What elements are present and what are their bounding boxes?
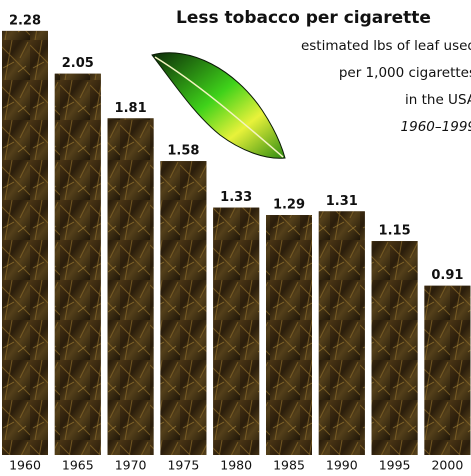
value-label: 0.91 [431,268,463,283]
value-label: 1.81 [115,101,147,116]
value-label: 2.05 [62,56,94,71]
x-tick-label: 1985 [273,458,305,473]
bar [213,207,260,455]
value-label: 2.28 [9,13,41,28]
bar [54,73,101,455]
subtitle: estimated lbs of leaf used [301,38,471,54]
bar [107,118,154,455]
value-label: 1.33 [220,190,252,205]
bar [160,161,207,455]
x-tick-label: 1975 [167,458,199,473]
bar [318,211,365,455]
subtitle: in the USA [405,92,471,108]
subtitle: per 1,000 cigarettes [339,65,471,81]
x-tick-label: 2000 [431,458,463,473]
bar [424,285,471,455]
subtitle: 1960–1999 [401,119,471,135]
bar [266,215,312,455]
value-label: 1.15 [379,224,411,239]
leaf-icon [151,52,286,159]
x-tick-label: 1970 [115,458,147,473]
x-tick-label: 1995 [379,458,411,473]
bar [2,30,48,455]
x-tick-label: 1990 [326,458,358,473]
x-tick-label: 1960 [9,458,41,473]
bar [371,241,418,455]
value-label: 1.29 [273,198,305,213]
x-tick-label: 1980 [220,458,252,473]
value-label: 1.58 [167,144,199,159]
chart-title: Less tobacco per cigarette [176,8,431,28]
value-label: 1.31 [326,194,358,209]
x-tick-label: 1965 [62,458,94,473]
